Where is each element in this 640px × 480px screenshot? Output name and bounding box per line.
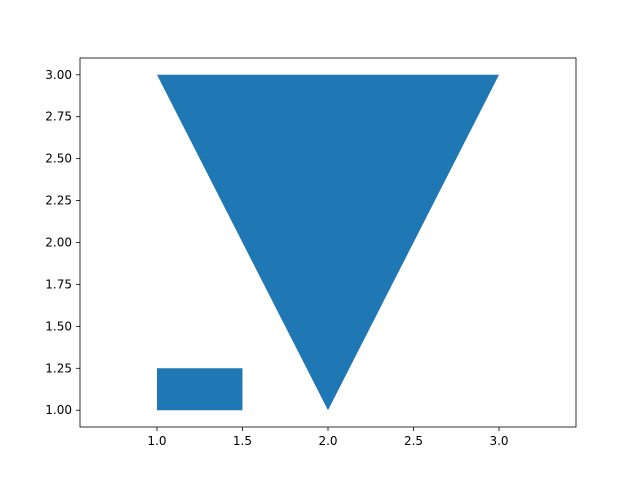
- y-tick-label: 1.25: [45, 361, 72, 375]
- y-tick-label: 2.50: [45, 152, 72, 166]
- x-tick-label: 1.0: [147, 434, 166, 448]
- y-tick-label: 1.75: [45, 277, 72, 291]
- x-tick-label: 1.5: [233, 434, 252, 448]
- axes: 1.0 1.5 2.0 2.5 3.0 1.00 1.25 1.50 1.75 2.00 2.25 2…: [45, 57, 577, 448]
- x-tick-label: 2.5: [404, 434, 423, 448]
- y-tick-label: 1.50: [45, 319, 72, 333]
- x-tick-label: 3.0: [489, 434, 508, 448]
- plot-shapes: [156, 74, 500, 411]
- y-tick-label: 1.00: [45, 403, 72, 417]
- y-tick-label: 2.75: [45, 110, 72, 124]
- y-tick-label: 2.25: [45, 194, 72, 208]
- y-tick-label: 3.00: [45, 68, 72, 82]
- y-tick-label: 2.00: [45, 236, 72, 250]
- rectangle-shape: [156, 368, 243, 411]
- triangle-shape: [156, 74, 500, 411]
- x-tick-label: 2.0: [318, 434, 337, 448]
